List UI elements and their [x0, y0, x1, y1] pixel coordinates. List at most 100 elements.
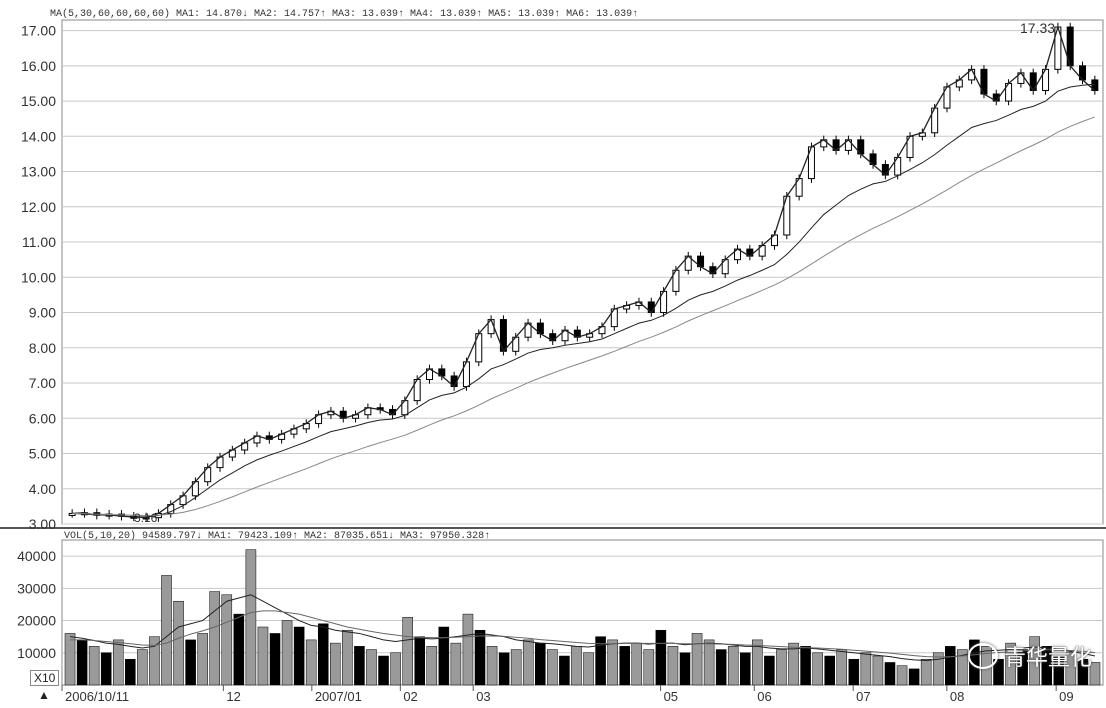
x-tick-label: 03 [476, 689, 490, 704]
volume-bars [64, 549, 1101, 686]
volume-bar [1065, 652, 1077, 686]
wechat-icon [967, 643, 998, 669]
volume-ma-lines [69, 594, 1096, 662]
volume-bar [305, 639, 317, 686]
volume-frame [61, 539, 1104, 686]
high-price-label: 17.33 [1020, 20, 1055, 36]
watermark: 青华量化 [967, 640, 1092, 672]
x-tick-label: 2006/10/11 [65, 689, 129, 704]
volume-bar [245, 549, 257, 686]
volume-bar [498, 652, 510, 686]
price-tick-label: 17.00 [21, 23, 56, 39]
volume-bar [1005, 642, 1016, 686]
low-price-label: 3.16 [134, 511, 158, 525]
volume-tick-label: 40000 [17, 548, 56, 564]
volume-bar [836, 649, 848, 686]
volume-bar [571, 646, 582, 686]
price-tick-label: 14.00 [21, 128, 56, 144]
volume-bar [884, 662, 896, 686]
volume-bar [860, 652, 872, 686]
price-indicator-header: MA(5,30,60,60,60,60) MA1: 14.870↓ MA2: 1… [50, 9, 639, 20]
volume-bar [233, 613, 245, 686]
volume-bar [221, 594, 233, 686]
x-tick-label: 05 [664, 689, 678, 704]
price-tick-label: 16.00 [21, 58, 56, 74]
volume-bar [752, 639, 763, 686]
volume-bar [414, 636, 425, 686]
volume-bar [920, 658, 932, 686]
scroll-up-button[interactable]: ▲ [38, 688, 50, 702]
volume-bar [510, 649, 522, 686]
volume-bar [462, 613, 474, 686]
zoom-button[interactable]: X10 [30, 670, 60, 686]
volume-bar [137, 649, 148, 686]
volume-bar [788, 642, 799, 686]
volume-bar [848, 658, 860, 686]
price-line-2 [72, 116, 1096, 517]
volume-bar [293, 626, 305, 686]
price-candles [68, 22, 1099, 522]
volume-bar [655, 629, 667, 686]
volume-bar [619, 646, 630, 686]
price-grid [0, 19, 1106, 529]
volume-bar [354, 646, 365, 686]
volume-bar [715, 649, 727, 686]
volume-tick-label: 10000 [17, 645, 56, 661]
price-y-axis: 3.00 4.00 5.00 6.00 7.00 8.00 9.00 10.00 11.00 12… [21, 23, 56, 532]
volume-bar [390, 652, 401, 686]
volume-bar [1053, 655, 1065, 686]
volume-y-axis: 10000 20000 30000 40000 [17, 548, 56, 661]
volume-bar [679, 652, 691, 686]
volume-bar [1041, 646, 1053, 686]
price-tick-label: 13.00 [21, 164, 56, 180]
volume-bar [547, 649, 558, 686]
volume-bar [257, 626, 269, 686]
volume-bar [197, 633, 208, 686]
price-tick-label: 3.00 [29, 516, 56, 532]
price-tick-label: 8.00 [29, 340, 56, 356]
x-tick-label: 06 [757, 689, 771, 704]
price-tick-label: 5.00 [29, 446, 56, 462]
volume-bar [317, 623, 329, 686]
price-tick-label: 7.00 [29, 375, 56, 391]
volume-bar [583, 652, 594, 686]
price-tick-label: 12.00 [21, 199, 56, 215]
volume-bar [812, 652, 823, 686]
volume-indicator-header: VOL(5,10,20) 94589.797↓ MA1: 79423.109↑ … [64, 531, 491, 542]
volume-bar [740, 652, 751, 686]
volume-bar [125, 658, 136, 686]
volume-bar [896, 665, 908, 686]
price-line-0 [72, 24, 1096, 519]
x-tick-label: 07 [856, 689, 870, 704]
volume-bar [643, 649, 655, 686]
volume-tick-label: 20000 [17, 613, 56, 629]
volume-bar [281, 620, 293, 686]
price-tick-label: 10.00 [21, 269, 56, 285]
volume-bar [993, 658, 1004, 686]
volume-bar [64, 633, 76, 686]
volume-bar [185, 639, 196, 686]
volume-bar [703, 639, 715, 686]
volume-bar [426, 646, 438, 686]
volume-bar [824, 655, 835, 686]
x-tick-label: 12 [226, 689, 240, 704]
x-tick-label: 09 [1059, 689, 1073, 704]
volume-bar [776, 649, 787, 686]
volume-tick-label: 30000 [17, 580, 56, 596]
volume-bar [342, 629, 353, 686]
volume-bar [607, 639, 618, 686]
volume-bar [402, 617, 413, 686]
volume-bar [727, 646, 739, 686]
volume-bar [76, 639, 88, 686]
volume-bar [1089, 662, 1101, 686]
volume-bar [559, 655, 570, 686]
price-tick-label: 15.00 [21, 93, 56, 109]
volume-bar [378, 655, 389, 686]
watermark-text: 青华量化 [1003, 645, 1092, 670]
volume-bar [631, 642, 643, 686]
volume-bar [450, 642, 462, 686]
volume-bar [957, 649, 968, 686]
volume-bar [474, 629, 486, 686]
volume-bar [112, 639, 124, 686]
